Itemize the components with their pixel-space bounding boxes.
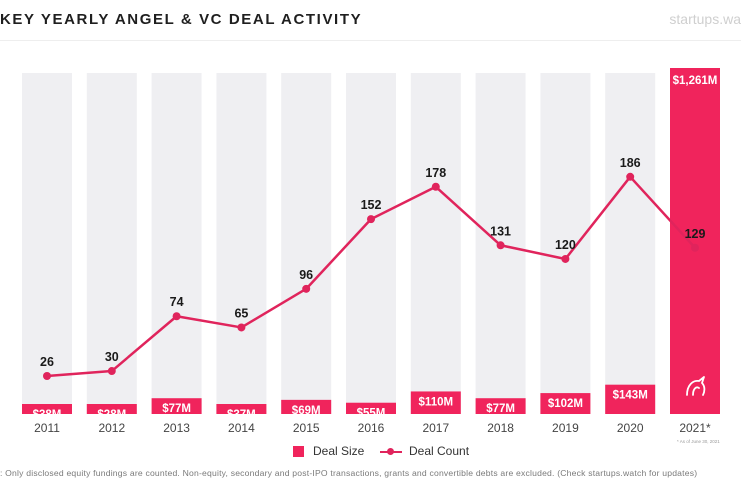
legend-label-deal-size: Deal Size [313, 444, 365, 458]
deal-count-label: 96 [299, 268, 313, 282]
brand-watermark: startups.wa [669, 11, 741, 27]
deal-count-point [496, 241, 505, 250]
deal-count-point [431, 182, 440, 191]
column-background [540, 73, 591, 414]
deal-count-point [107, 367, 116, 376]
deal-size-label: $37M [227, 409, 256, 421]
deal-size-bar [475, 398, 526, 414]
deal-size-label: $110M [419, 396, 454, 408]
x-tick-label: 2021* [679, 421, 711, 435]
deal-count-point [172, 312, 181, 321]
x-tick-label: 2017 [422, 421, 449, 435]
legend-item-deal-count: Deal Count [380, 444, 469, 458]
x-tick-label: 2018 [487, 421, 514, 435]
x-tick-label: 2020 [617, 421, 644, 435]
deal-size-label: $28M [97, 409, 126, 421]
deal-count-point [367, 215, 375, 224]
x-tick-label: 2016 [358, 421, 385, 435]
column-background [605, 73, 656, 414]
deal-count-label: 74 [170, 295, 184, 309]
deal-size-label: $1,261M [673, 75, 718, 87]
unicorn-icon [686, 376, 706, 396]
header-divider [0, 40, 741, 41]
deal-size-bar [281, 399, 332, 414]
deal-size-bar [86, 404, 137, 414]
deal-count-label: 129 [685, 227, 706, 241]
deal-size-bar [670, 68, 720, 414]
deal-size-label: $143M [613, 390, 648, 402]
column-background [410, 73, 461, 414]
header: KEY YEARLY ANGEL & VC DEAL ACTIVITY star… [0, 0, 741, 40]
as-of-note: * As of June 30, 2021 [677, 439, 720, 444]
x-tick-label: 2015 [293, 421, 320, 435]
x-tick-label: 2012 [98, 421, 125, 435]
legend-label-deal-count: Deal Count [409, 444, 470, 458]
legend-marker-deal-count [380, 446, 402, 457]
deal-count-point [691, 243, 699, 252]
deal-size-bar [605, 384, 656, 414]
column-background [216, 73, 267, 414]
deal-size-bar [346, 402, 396, 414]
deal-count-label: 131 [490, 224, 511, 238]
chart-title: KEY YEARLY ANGEL & VC DEAL ACTIVITY [0, 11, 363, 28]
column-background [281, 73, 332, 414]
deal-count-point [561, 254, 570, 263]
deal-size-label: $77M [162, 403, 191, 415]
deal-count-point [302, 284, 311, 293]
deal-size-bar [216, 404, 267, 414]
legend-swatch-deal-size [293, 445, 304, 457]
deal-count-label: 26 [40, 355, 54, 369]
column-background [346, 73, 396, 414]
deal-size-label: $38M [33, 409, 62, 421]
deal-count-point [43, 372, 51, 380]
deal-size-label: $102M [548, 398, 583, 410]
deal-count-label: 65 [234, 306, 248, 320]
deal-size-bar [540, 393, 591, 414]
x-tick-label: 2019 [552, 421, 579, 435]
deal-count-label: 178 [425, 166, 446, 180]
deal-count-label: 30 [105, 350, 119, 364]
column-background [151, 73, 202, 414]
deal-count-label: 186 [620, 156, 641, 170]
deal-count-label: 152 [361, 198, 382, 212]
deal-size-label: $69M [292, 405, 321, 417]
deal-size-label: $55M [357, 408, 386, 420]
legend-item-deal-size: Deal Size [293, 444, 364, 458]
deal-size-bar [22, 404, 72, 414]
deal-size-bar [410, 391, 461, 414]
deal-count-label: 120 [555, 238, 576, 252]
deal-size-label: $77M [486, 403, 515, 415]
deal-size-bar [151, 398, 202, 414]
x-tick-label: 2011 [34, 421, 60, 435]
column-background [22, 73, 72, 414]
deal-count-point [626, 172, 635, 181]
x-tick-label: 2014 [228, 421, 255, 435]
footnote: : Only disclosed equity fundings are cou… [0, 468, 698, 478]
x-tick-label: 2013 [163, 421, 190, 435]
deal-count-point [237, 323, 246, 332]
